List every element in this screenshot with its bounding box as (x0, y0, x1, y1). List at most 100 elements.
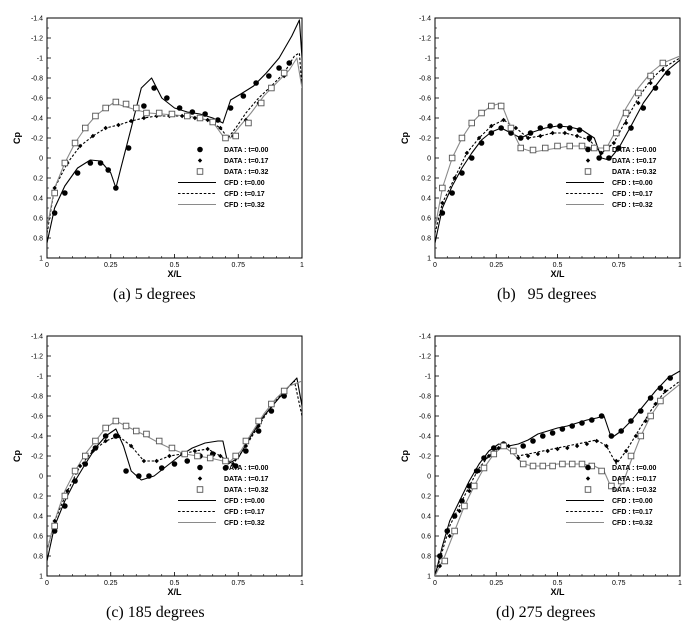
data-point (513, 125, 519, 131)
data-point (555, 446, 560, 452)
data-point (92, 112, 99, 120)
chart-panel-c: -1.4 -1.2 -1 -0.8 -0.6 -0.4 -0.2 0 0.2 0.4 0.6 0.8 1… (0, 318, 342, 598)
data-point (568, 460, 576, 468)
data-point (209, 118, 216, 126)
data-point (481, 455, 487, 461)
series-line-3 (435, 370, 680, 576)
data-point (562, 130, 568, 136)
data-point (256, 423, 261, 429)
data-point (268, 408, 275, 414)
data-point (486, 453, 492, 459)
data-point (71, 467, 79, 475)
data-point (113, 185, 119, 191)
legend-marker (197, 146, 203, 153)
data-point (506, 443, 511, 449)
y-tick-label: -0.4 (419, 116, 431, 123)
chart-b-svg: -1.4 -1.2 -1 -0.8 -0.6 -0.4 -0.2 0 0.2 0.4 0.6 0.8 1… (400, 16, 682, 280)
y-axis-label: Cp (12, 450, 22, 462)
data-point (128, 118, 134, 124)
caption-b: (b) 95 degrees (497, 286, 597, 303)
data-point (103, 438, 108, 444)
legend-marker (585, 464, 591, 471)
data-point (559, 426, 566, 432)
y-tick-label: -0.6 (31, 414, 43, 421)
x-axis-label: X/L (550, 587, 565, 597)
data-point (566, 125, 573, 131)
x-tick-label: 1 (678, 262, 682, 269)
legend-label: CFD : t=0.17 (612, 509, 653, 516)
data-point (243, 448, 249, 454)
y-tick-label: 0.6 (421, 216, 431, 223)
data-point (647, 412, 654, 420)
data-point (458, 134, 466, 142)
data-point (663, 388, 668, 394)
data-point (222, 134, 229, 142)
legend-label: CFD : t=0.17 (224, 509, 265, 516)
data-point (125, 145, 132, 151)
data-point (470, 482, 478, 490)
data-point (102, 424, 109, 432)
y-tick-label: 0 (39, 474, 43, 481)
data-point (113, 433, 119, 439)
data-point (218, 125, 223, 131)
y-tick-label: 0.2 (421, 176, 431, 183)
data-point (155, 437, 163, 445)
legend-label: DATA : t=0.32 (224, 487, 269, 494)
data-point (232, 132, 239, 140)
data-point (179, 113, 185, 119)
data-point (461, 502, 468, 510)
data-point (143, 109, 150, 117)
data-point (464, 150, 470, 156)
legend-label: DATA : t=0.32 (612, 487, 657, 494)
y-tick-label: -0.8 (419, 76, 431, 83)
x-axis: 0 0.25 0.5 0.75 1 (433, 254, 682, 269)
plot-area (47, 377, 302, 562)
legend-label: CFD : t=0.32 (224, 202, 265, 209)
x-tick-label: 0.25 (489, 580, 503, 587)
data-point (286, 60, 293, 66)
data-point (478, 140, 485, 146)
y-tick-label: -1 (425, 374, 431, 381)
series-markers-0 (439, 70, 671, 216)
data-point (253, 80, 259, 86)
y-tick-label: -1.4 (31, 334, 43, 341)
data-point (628, 125, 634, 131)
legend-label: CFD : t=0.32 (612, 520, 653, 527)
x-tick-label: 0 (45, 262, 49, 269)
data-point (638, 408, 644, 414)
y-tick-label: 0 (39, 156, 43, 163)
legend-marker (197, 464, 203, 471)
data-point (517, 144, 524, 152)
data-point (441, 557, 449, 565)
data-point (136, 473, 142, 479)
data-point (478, 109, 485, 117)
data-point (623, 448, 629, 454)
data-point (648, 80, 653, 86)
data-point (578, 460, 586, 468)
data-point (535, 451, 541, 457)
legend-marker (585, 146, 591, 153)
data-point (205, 117, 210, 123)
data-point (276, 65, 282, 71)
data-point (141, 103, 147, 109)
data-point (206, 454, 214, 462)
data-point (280, 387, 288, 395)
data-point (266, 73, 272, 79)
data-point (640, 105, 647, 111)
chart-panel-b: -1.4 -1.2 -1 -0.8 -0.6 -0.4 -0.2 0 0.2 0.4 0.6 0.8 1… (388, 0, 684, 280)
plot-frame (434, 335, 681, 577)
series-markers-0 (51, 393, 287, 534)
x-tick-label: 0.75 (612, 580, 626, 587)
data-point (606, 155, 612, 161)
data-point (613, 129, 620, 137)
data-point (447, 533, 452, 539)
plot-area (47, 19, 302, 244)
y-tick-label: 0.6 (33, 534, 43, 541)
data-point (473, 468, 480, 474)
data-point (184, 458, 191, 464)
data-point (61, 492, 69, 500)
y-tick-label: -0.8 (419, 394, 431, 401)
data-point (508, 130, 514, 136)
x-tick-label: 0.25 (489, 262, 503, 269)
data-point (541, 144, 549, 152)
